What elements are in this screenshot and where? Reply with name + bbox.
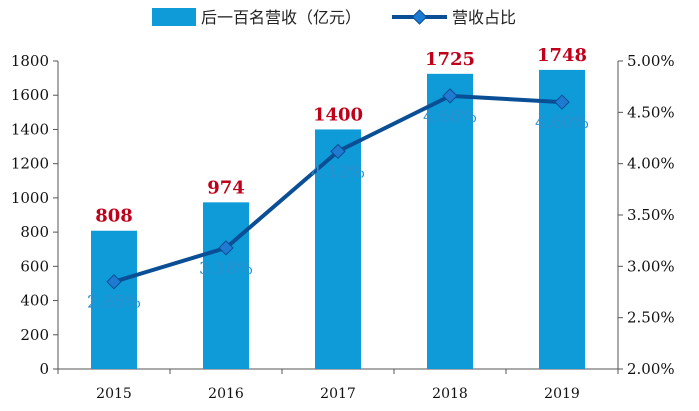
right-tick-label: 2.00% <box>627 360 675 378</box>
left-tick-label: 400 <box>20 292 49 310</box>
ratio-value-label: 3.18% <box>199 259 253 279</box>
data-labels: 808 974 1400 1725 1748 2.85% 3.18% 4.12% 4.66% 4.… <box>87 45 589 313</box>
ratio-value-label: 4.60% <box>535 113 589 133</box>
x-tick-label: 2015 <box>96 386 132 402</box>
legend-bar-swatch <box>152 8 196 26</box>
legend-bar-label: 后一百名营收（亿元） <box>201 8 361 27</box>
legend: 后一百名营收（亿元） 营收占比 <box>152 8 516 27</box>
bar-value-label: 1400 <box>313 104 363 125</box>
bar <box>91 230 137 369</box>
right-tick-label: 5.00% <box>627 52 675 70</box>
ratio-value-label: 4.12% <box>311 162 365 182</box>
bar-value-label: 1748 <box>537 45 587 66</box>
ratio-value-label: 2.85% <box>87 293 141 313</box>
ratio-point <box>442 88 458 104</box>
x-tick-label: 2017 <box>320 386 356 402</box>
ratio-point <box>554 94 570 110</box>
right-tick-label: 3.00% <box>627 257 675 275</box>
right-tick-label: 4.50% <box>627 103 675 121</box>
left-tick-label: 200 <box>20 326 49 344</box>
x-tick-label: 2016 <box>208 386 244 402</box>
x-tick-label: 2019 <box>544 386 580 402</box>
bar <box>539 69 585 370</box>
bar <box>427 73 473 369</box>
left-tick-label: 1000 <box>11 189 49 207</box>
bar-value-label: 808 <box>95 206 133 227</box>
right-tick-label: 4.00% <box>627 155 675 173</box>
left-tick-label: 800 <box>20 223 49 241</box>
right-tick-label: 3.50% <box>627 206 675 224</box>
right-tick-label: 2.50% <box>627 309 675 327</box>
axes: 0 200 400 600 800 1000 1200 1400 1600 1800 2.00% 2.… <box>11 52 675 402</box>
ratio-line <box>106 88 570 290</box>
bars <box>91 69 585 370</box>
ratio-point <box>106 274 122 290</box>
left-tick-label: 1200 <box>11 155 49 173</box>
ratio-point <box>330 143 346 160</box>
left-tick-label: 600 <box>20 257 49 275</box>
bar <box>203 202 249 369</box>
legend-line-label: 营收占比 <box>452 8 516 27</box>
ratio-value-label: 4.66% <box>423 107 477 127</box>
legend-line-marker <box>411 9 428 25</box>
left-tick-label: 1800 <box>11 52 49 70</box>
left-tick-label: 1600 <box>11 86 49 104</box>
left-tick-label: 1400 <box>11 120 49 138</box>
left-tick-label: 0 <box>39 360 49 378</box>
bar-value-label: 1725 <box>425 49 475 70</box>
x-tick-label: 2018 <box>432 386 468 402</box>
bar <box>315 129 361 369</box>
ratio-point <box>218 240 234 256</box>
bar-value-label: 974 <box>207 177 245 198</box>
